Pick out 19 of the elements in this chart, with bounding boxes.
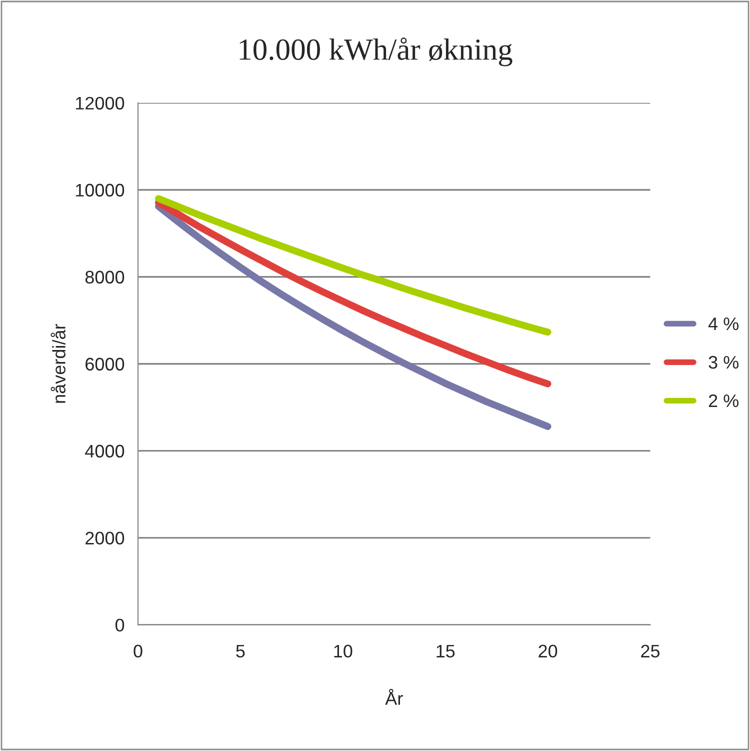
legend-label: 3 % <box>708 356 738 369</box>
y-tick-label: 2000 <box>86 532 124 545</box>
legend-label: 2 % <box>708 394 738 408</box>
x-tick-label: 0 <box>134 644 142 658</box>
legend-label: 4 % <box>708 318 738 330</box>
y-tick-label: 12000 <box>76 96 124 110</box>
x-tick-label: 10 <box>334 644 352 658</box>
y-tick-label: 8000 <box>85 270 124 284</box>
y-tick-label: 10000 <box>76 184 124 197</box>
x-tick-label: 15 <box>436 644 455 658</box>
y-tick-label: 0 <box>115 618 124 632</box>
x-tick-label: 20 <box>538 644 558 658</box>
chart-title: 10.000 kWh/år økning <box>240 38 512 66</box>
x-axis-title: År <box>385 688 403 705</box>
x-tick-label: 5 <box>236 644 245 658</box>
y-tick-label: 4000 <box>85 444 124 458</box>
y-tick-label: 6000 <box>86 358 124 371</box>
x-tick-label: 25 <box>641 644 660 658</box>
y-axis-title: nåverdi/år <box>50 324 66 403</box>
